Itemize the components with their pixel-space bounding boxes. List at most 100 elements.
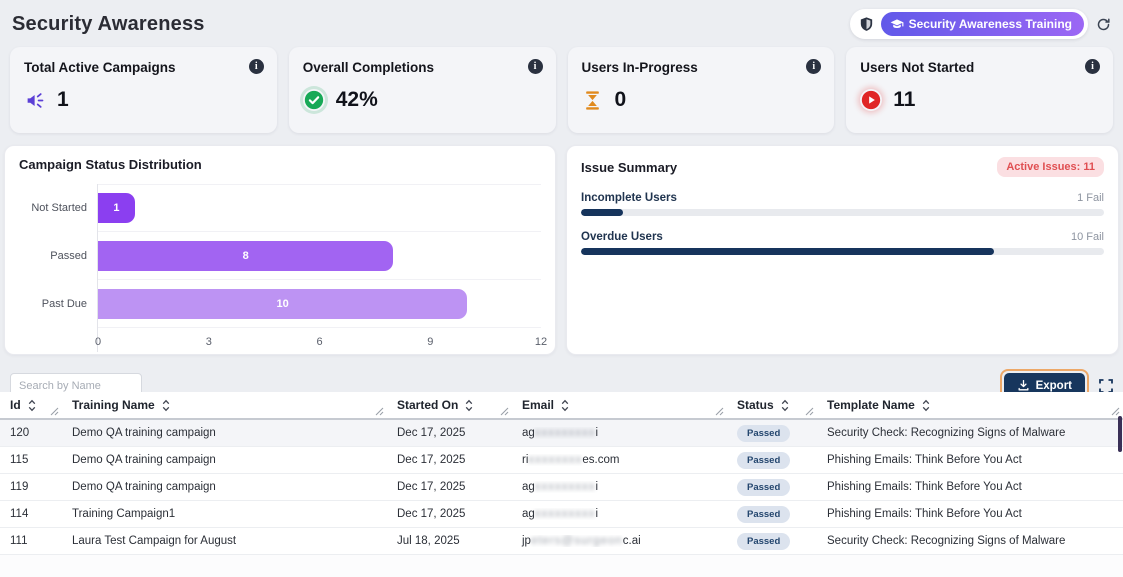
cell-template-name: Phishing Emails: Think Before You Act — [827, 454, 1022, 466]
cell-id: 115 — [10, 454, 29, 466]
sort-icon[interactable] — [28, 399, 36, 412]
page-title: Security Awareness — [12, 12, 205, 35]
cell-started-on: Dec 17, 2025 — [397, 508, 466, 520]
graduation-cap-icon — [890, 17, 904, 31]
cell-id: 120 — [10, 427, 30, 439]
security-awareness-training-button[interactable]: Security Awareness Training — [880, 12, 1084, 36]
issue-summary-panel: Issue Summary Active Issues: 11 Incomple… — [566, 145, 1119, 355]
bar-passed: 8 — [98, 240, 394, 271]
cell-template-name: Phishing Emails: Think Before You Act — [827, 508, 1022, 520]
progress-fill — [581, 248, 995, 255]
bar-value-label: 1 — [113, 202, 120, 214]
table-scrollbar-thumb[interactable] — [1118, 416, 1122, 452]
issue-label: Overdue Users — [581, 231, 663, 243]
status-badge: Passed — [737, 505, 791, 523]
cell-started-on: Jul 18, 2025 — [397, 535, 460, 547]
cell-status: Passed — [727, 505, 817, 523]
cell-template-name: Phishing Emails: Think Before You Act — [827, 481, 1022, 493]
cell-email: agxxxxxxxxxi — [522, 427, 599, 439]
x-axis-tick: 12 — [534, 336, 548, 348]
stat-cards-row: Total Active Campaigns 1 Overall Complet… — [10, 47, 1113, 133]
play-circle-icon — [860, 89, 882, 111]
sort-icon[interactable] — [561, 399, 569, 412]
cell-training-name: Training Campaign1 — [72, 508, 176, 520]
table-row[interactable]: 111 Laura Test Campaign for August Jul 1… — [0, 528, 1123, 555]
table-row[interactable]: 115 Demo QA training campaign Dec 17, 20… — [0, 447, 1123, 474]
cell-training-name: Demo QA training campaign — [72, 454, 216, 466]
cell-training-name: Demo QA training campaign — [72, 481, 216, 493]
column-resize-handle[interactable] — [375, 407, 384, 416]
info-icon[interactable] — [527, 59, 543, 74]
column-header-template-name[interactable]: Template Name — [817, 392, 1123, 418]
cell-email: rixxxxxxxxes.com — [522, 454, 620, 466]
module-switcher: Security Awareness Training — [849, 9, 1088, 39]
table-row[interactable]: 119 Demo QA training campaign Dec 17, 20… — [0, 474, 1123, 501]
email-redacted: xxxxxxxxx — [534, 427, 596, 439]
column-resize-handle[interactable] — [50, 407, 59, 416]
card-title: Total Active Campaigns — [24, 60, 176, 75]
column-resize-handle[interactable] — [805, 407, 814, 416]
cell-training-name: Demo QA training campaign — [72, 427, 216, 439]
sort-icon[interactable] — [465, 399, 473, 412]
cell-email: agxxxxxxxxxi — [522, 508, 599, 520]
bar-past-due: 10 — [98, 288, 468, 319]
x-axis: 0 3 6 9 12 — [95, 332, 547, 352]
table-row[interactable]: 114 Training Campaign1 Dec 17, 2025 agxx… — [0, 501, 1123, 528]
card-value: 42% — [335, 88, 378, 111]
sort-icon[interactable] — [922, 399, 930, 412]
x-axis-tick: 9 — [427, 336, 434, 348]
x-axis-tick: 6 — [316, 336, 323, 348]
column-header-status[interactable]: Status — [727, 392, 817, 418]
page-header: Security Awareness Security Awareness Tr… — [0, 0, 1123, 45]
card-total-active-campaigns: Total Active Campaigns 1 — [10, 47, 277, 133]
email-redacted: eters@surgeon — [530, 535, 623, 547]
sort-icon[interactable] — [781, 399, 789, 412]
cell-started-on: Dec 17, 2025 — [397, 454, 466, 466]
table-row[interactable]: 120 Demo QA training campaign Dec 17, 20… — [0, 420, 1123, 447]
issue-label: Incomplete Users — [581, 192, 677, 204]
bar-value-label: 8 — [242, 249, 249, 262]
column-header-started-on[interactable]: Started On — [387, 392, 512, 418]
info-icon[interactable] — [1085, 59, 1100, 74]
card-value: 1 — [57, 88, 69, 111]
progress-fill — [581, 209, 623, 216]
sort-icon[interactable] — [162, 399, 170, 412]
column-resize-handle[interactable] — [1111, 407, 1120, 416]
table-header-row: Id Training Name Started On Email Status — [0, 392, 1123, 420]
column-resize-handle[interactable] — [715, 407, 724, 416]
info-icon[interactable] — [806, 59, 822, 74]
email-redacted: xxxxxxxxx — [534, 508, 596, 520]
training-button-label: Security Awareness Training — [908, 17, 1072, 31]
x-axis-tick: 3 — [205, 336, 212, 348]
y-axis-labels: Not Started Passed Past Due — [19, 184, 97, 352]
refresh-icon[interactable] — [1096, 17, 1111, 32]
status-badge: Passed — [737, 478, 791, 496]
export-button-label: Export — [1035, 379, 1072, 392]
status-badge: Passed — [737, 532, 791, 550]
cell-status: Passed — [727, 532, 817, 550]
cell-template-name: Security Check: Recognizing Signs of Mal… — [827, 535, 1066, 547]
issue-item-overdue-users: Overdue Users 10 Fail — [581, 231, 1104, 255]
shield-icon[interactable] — [858, 16, 875, 33]
cell-email: jpeters@surgeonc.ai — [522, 535, 641, 547]
campaign-status-distribution-panel: Campaign Status Distribution Not Started… — [4, 145, 556, 355]
progress-track — [581, 248, 1104, 255]
card-title: Users Not Started — [860, 60, 975, 75]
column-header-id[interactable]: Id — [0, 392, 62, 418]
column-header-training-name[interactable]: Training Name — [62, 392, 387, 418]
card-users-not-started: Users Not Started 11 — [846, 47, 1113, 133]
bar-value-label: 10 — [276, 297, 289, 310]
status-badge: Passed — [737, 451, 791, 469]
cell-template-name: Security Check: Recognizing Signs of Mal… — [827, 427, 1066, 439]
issue-item-incomplete-users: Incomplete Users 1 Fail — [581, 192, 1104, 216]
cell-training-name: Laura Test Campaign for August — [72, 535, 237, 547]
card-title: Overall Completions — [302, 60, 435, 75]
card-overall-completions: Overall Completions 42% — [288, 47, 556, 133]
fullscreen-icon[interactable] — [1099, 378, 1113, 393]
column-header-email[interactable]: Email — [512, 392, 727, 418]
info-icon[interactable] — [248, 59, 264, 74]
cell-started-on: Dec 17, 2025 — [397, 481, 466, 493]
column-resize-handle[interactable] — [500, 407, 509, 416]
